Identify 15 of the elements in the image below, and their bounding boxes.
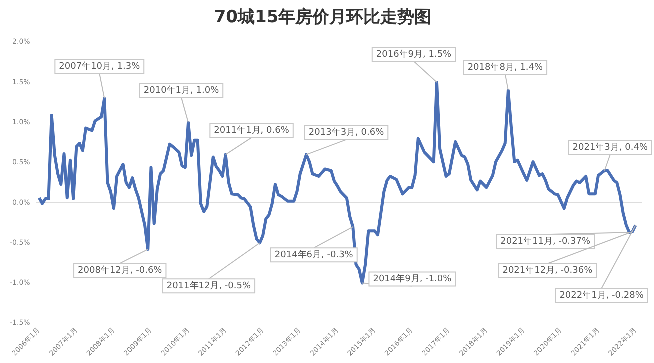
annotation: 2008年12月, -0.6%	[78, 264, 163, 276]
annotation: 2014年9月, -1.0%	[373, 274, 452, 285]
annotation: 2022年1月, -0.28%	[560, 290, 644, 301]
annotation: 2021年3月, 0.4%	[572, 142, 648, 154]
annotation: 2021年12月, -0.36%	[502, 265, 594, 276]
annotation: 2018年8月, 1.4%	[468, 62, 544, 73]
annotation: 2021年11月, -0.37%	[500, 236, 591, 248]
annotation: 2011年12月, -0.5%	[166, 280, 252, 292]
annotation: 2011年1月, 0.6%	[214, 125, 290, 136]
annotation: 2016年9月, 1.5%	[376, 48, 452, 60]
annotation: 2014年6月, -0.3%	[274, 249, 354, 260]
annotation: 2010年1月, 1.0%	[144, 85, 220, 96]
annotation: 2013年3月, 0.6%	[308, 127, 385, 138]
chart-title: 70城15年房价月环比走势图	[214, 8, 432, 28]
annotation: 2007年10月, 1.3%	[59, 60, 141, 72]
